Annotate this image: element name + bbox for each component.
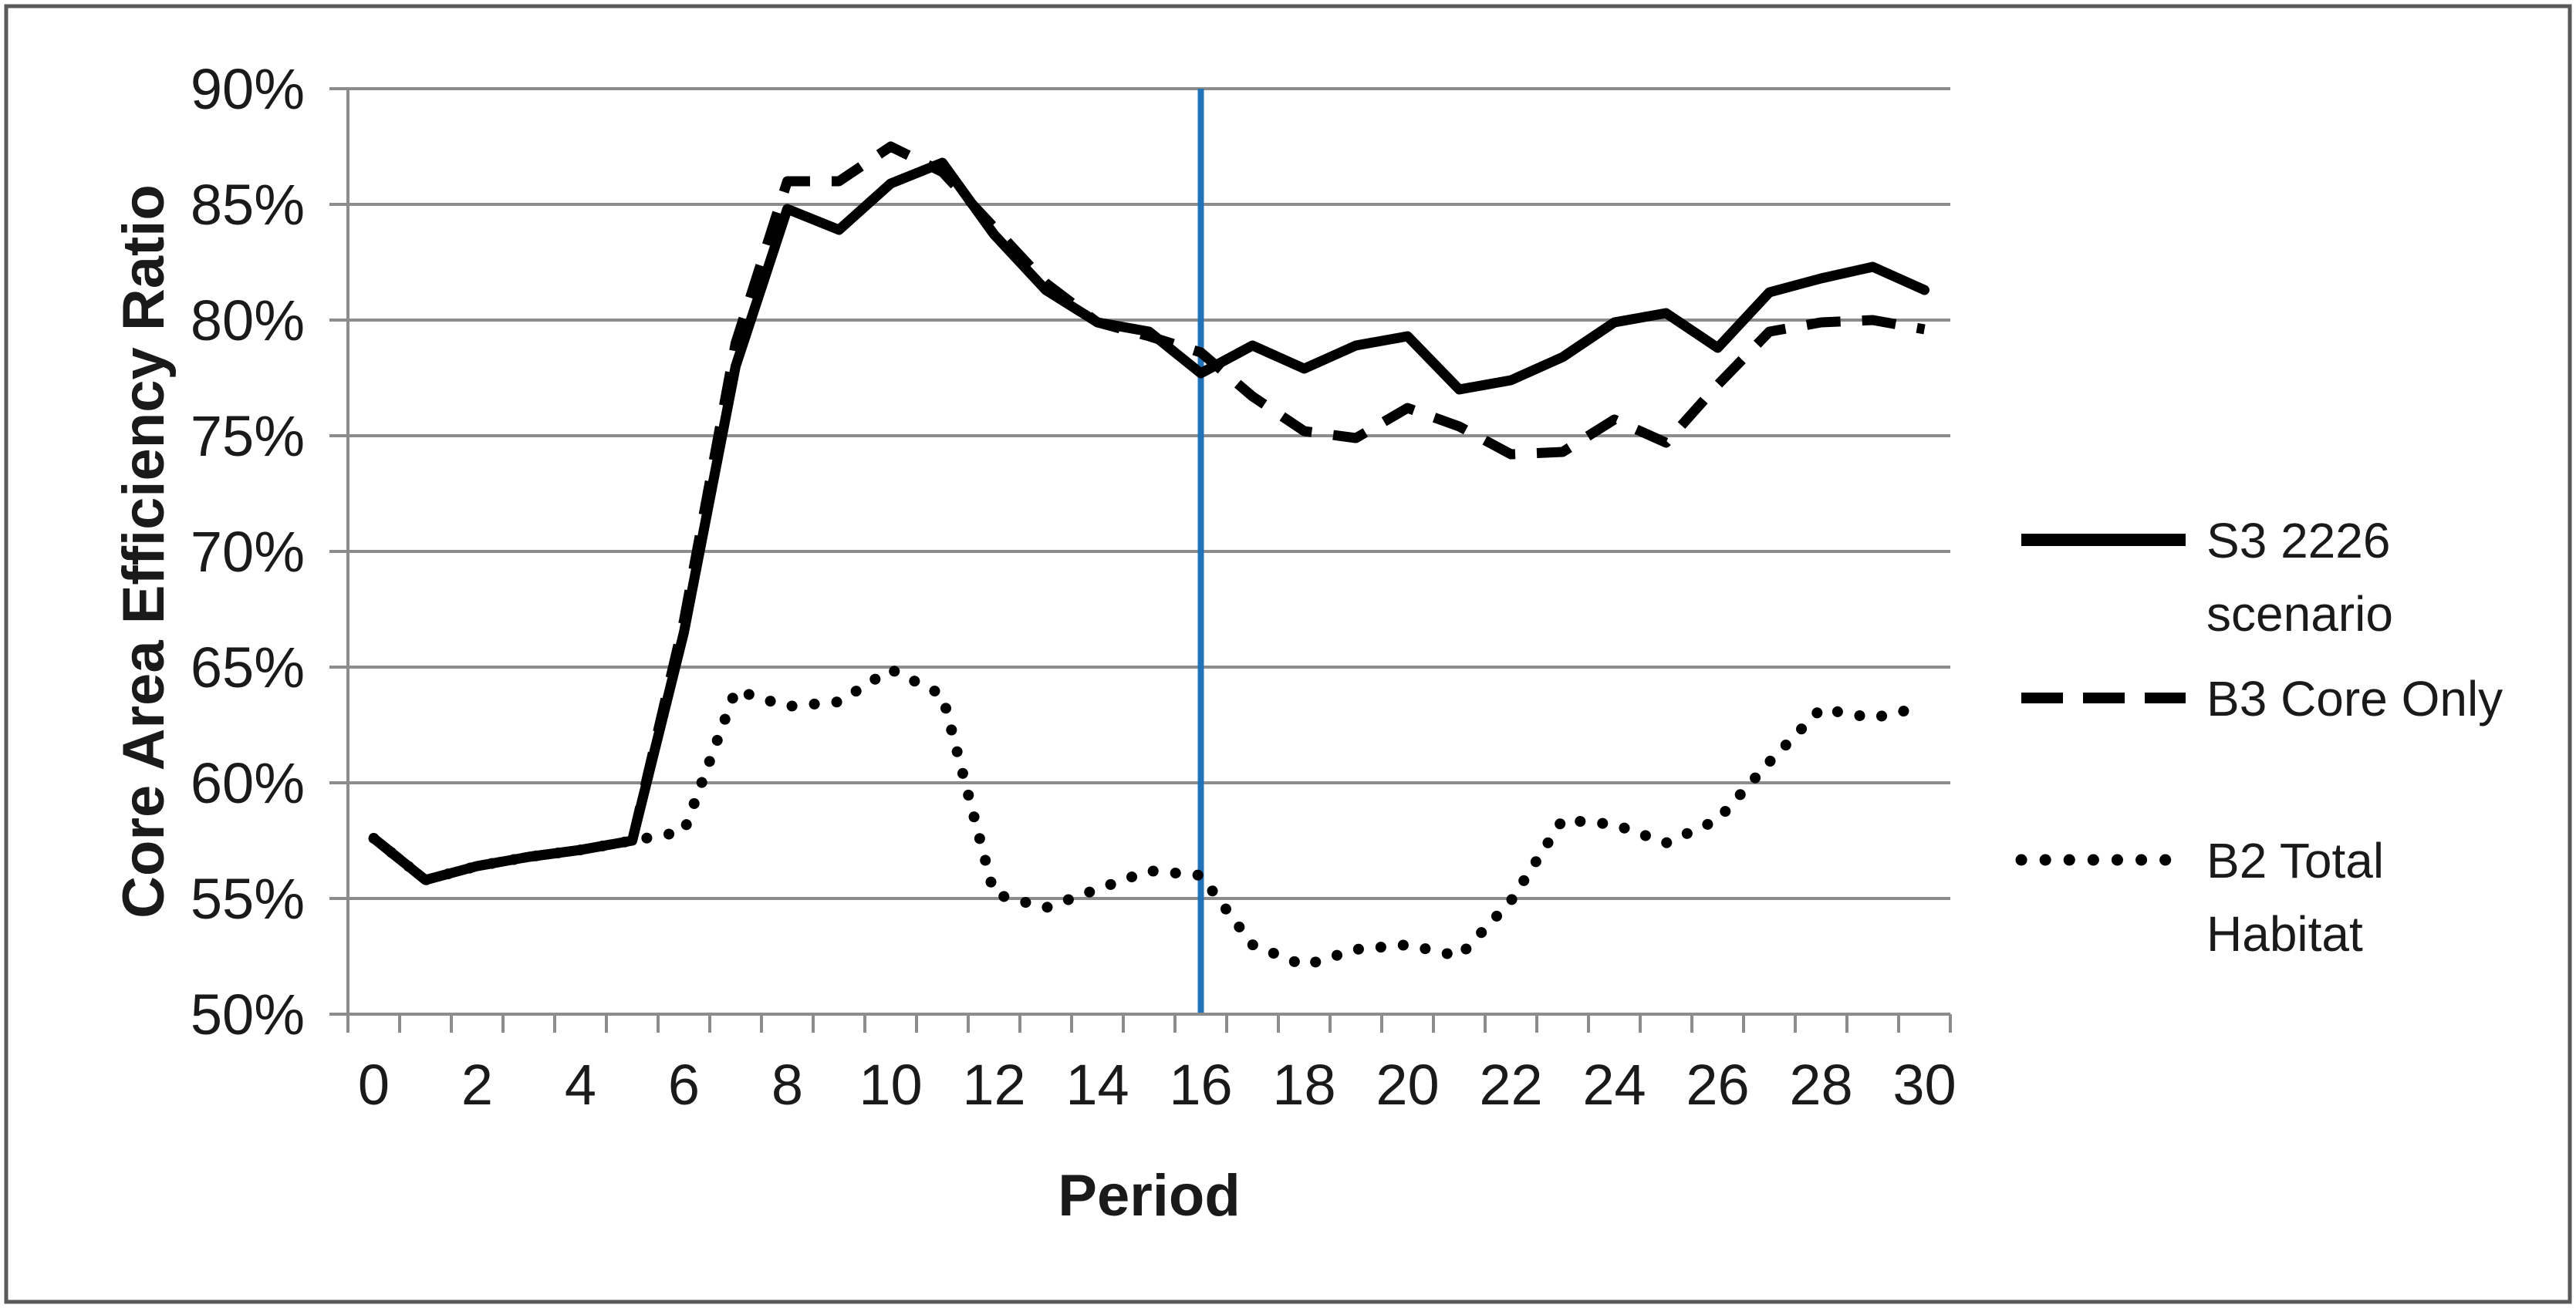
legend-label: B3 Core Only bbox=[2206, 671, 2503, 726]
y-tick-label: 65% bbox=[191, 635, 305, 700]
y-tick-labels: 50% 55% 60% 65% 70% 75% 80% 85% 90% bbox=[191, 57, 305, 1047]
x-tick-label: 16 bbox=[1169, 1053, 1232, 1117]
y-tick-label: 60% bbox=[191, 751, 305, 815]
legend-label: scenario bbox=[2206, 586, 2393, 642]
series-b2-total-habitat bbox=[368, 664, 1930, 971]
x-tick-label: 2 bbox=[461, 1053, 493, 1117]
x-tick-label: 14 bbox=[1065, 1053, 1129, 1117]
x-tick-label: 24 bbox=[1582, 1053, 1646, 1117]
x-tick-label: 6 bbox=[668, 1053, 700, 1117]
x-tick-label: 18 bbox=[1272, 1053, 1335, 1117]
chart-border bbox=[4, 4, 2572, 1304]
y-tick-label: 85% bbox=[191, 173, 305, 237]
x-tick-label: 30 bbox=[1892, 1053, 1956, 1117]
series-s3-2226-scenario bbox=[369, 157, 1929, 885]
axes bbox=[329, 87, 1952, 1033]
y-tick-label: 75% bbox=[191, 404, 305, 468]
y-tick-label: 55% bbox=[191, 867, 305, 931]
x-tick-label: 26 bbox=[1686, 1053, 1749, 1117]
x-tick-label: 28 bbox=[1789, 1053, 1852, 1117]
x-axis-title: Period bbox=[1058, 1163, 1241, 1229]
x-tick-label: 10 bbox=[859, 1053, 922, 1117]
x-tick-label: 4 bbox=[565, 1053, 596, 1117]
y-tick-label: 80% bbox=[191, 288, 305, 352]
legend-item-b2-total-habitat: B2 Total Habitat bbox=[2015, 833, 2384, 962]
legend-item-b3-core-only: B3 Core Only bbox=[2021, 671, 2503, 726]
legend-label: S3 2226 bbox=[2206, 513, 2390, 568]
x-tick-label: 22 bbox=[1479, 1053, 1542, 1117]
x-tick-label: 8 bbox=[771, 1053, 803, 1117]
legend: S3 2226 scenario B3 Core Only B2 Total Habit… bbox=[2015, 513, 2503, 962]
y-tick-label: 70% bbox=[191, 520, 305, 584]
y-axis-title: Core Area Efficiency Ratio bbox=[111, 184, 177, 919]
legend-label: Habitat bbox=[2206, 906, 2363, 962]
y-tick-label: 90% bbox=[191, 57, 305, 121]
legend-label: B2 Total bbox=[2206, 833, 2384, 888]
y-tick-label: 50% bbox=[191, 983, 305, 1047]
legend-item-s3-2226-scenario: S3 2226 scenario bbox=[2021, 513, 2393, 642]
x-tick-label: 12 bbox=[962, 1053, 1025, 1117]
x-tick-label: 0 bbox=[358, 1053, 390, 1117]
x-tick-labels: 0 2 4 6 8 10 12 14 16 18 20 22 24 26 28 30 bbox=[358, 1053, 1956, 1117]
x-tick-label: 20 bbox=[1376, 1053, 1439, 1117]
